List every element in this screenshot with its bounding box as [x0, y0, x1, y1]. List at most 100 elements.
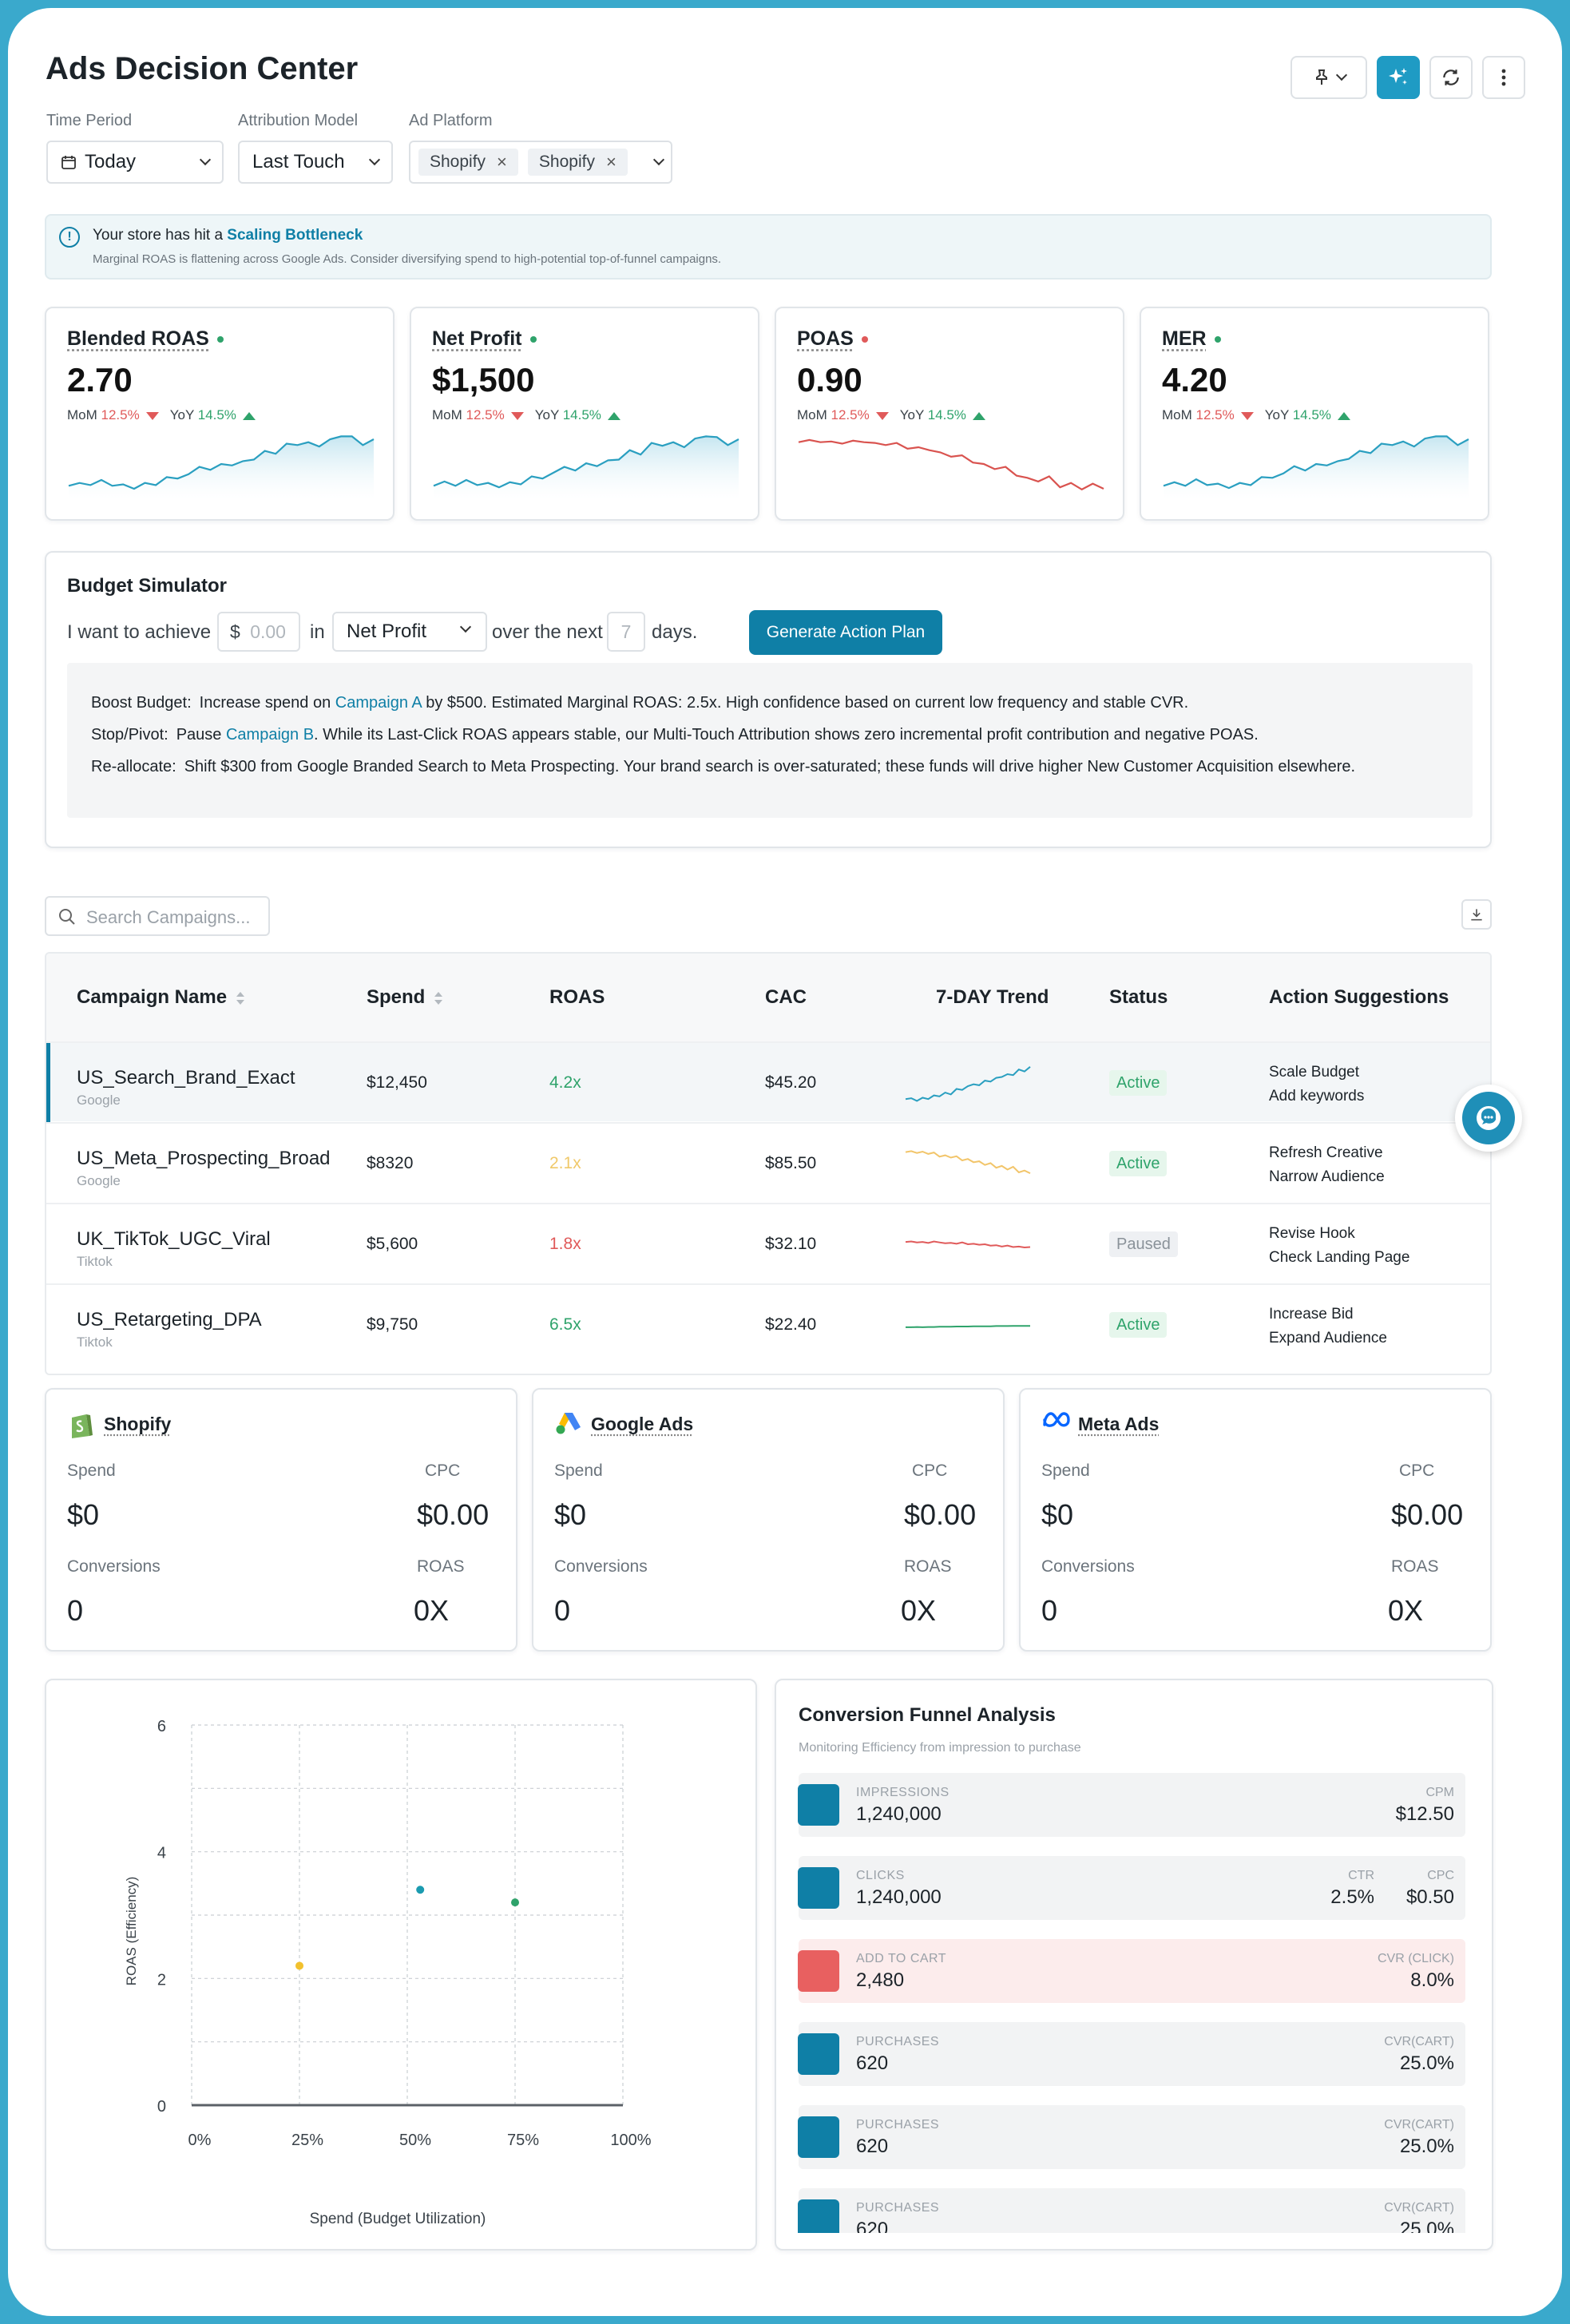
funnel-row[interactable]: PURCHASES 620 CVR(CART) 25.0% [798, 2188, 1465, 2233]
kpi-card[interactable]: POAS 0.90 MoM 12.5% YoY 14.5% [775, 307, 1124, 521]
scatter-point[interactable] [295, 1961, 303, 1970]
campaign-spend: $9,750 [367, 1315, 418, 1334]
funnel-stage-label: PURCHASES [856, 2118, 940, 2132]
suggestion-item[interactable]: Narrow Audience [1269, 1168, 1385, 1185]
funnel-stage-swatch [798, 2199, 839, 2233]
conversions-value: 0 [67, 1594, 84, 1627]
kpi-delta: MoM 12.5% YoY 14.5% [1162, 407, 1350, 423]
kpi-card[interactable]: MER 4.20 MoM 12.5% YoY 14.5% [1140, 307, 1489, 521]
kpi-sparkline [798, 438, 1104, 491]
funnel-stage-swatch [798, 1867, 839, 1909]
chevron-down-icon [368, 153, 381, 166]
suggestion-item[interactable]: Add keywords [1269, 1088, 1365, 1104]
campaign-name[interactable]: US_Meta_Prospecting_Broad [77, 1148, 331, 1169]
conversion-funnel-card: Conversion Funnel Analysis Monitoring Ef… [775, 1679, 1493, 2251]
suggestion-item[interactable]: Check Landing Page [1269, 1249, 1410, 1266]
funnel-row[interactable]: IMPRESSIONS 1,240,000 CPM $12.50 [798, 1773, 1465, 1837]
platform-chip[interactable]: Shopify × [418, 149, 518, 176]
mom-label: MoM [432, 407, 462, 422]
table-row[interactable]: US_Retargeting_DPA Tiktok $9,750 6.5x $22.40… [46, 1283, 1490, 1363]
campaign-name[interactable]: US_Retargeting_DPA [77, 1309, 262, 1331]
funnel-row[interactable]: ADD TO CART 2,480 CVR (CLICK) 8.0% [798, 1939, 1465, 2003]
campaign-link[interactable]: Campaign A [335, 694, 422, 712]
platform-name[interactable]: Shopify [104, 1414, 172, 1434]
y-tick-label: 6 [157, 1718, 166, 1735]
funnel-row[interactable]: PURCHASES 620 CVR(CART) 25.0% [798, 2105, 1465, 2169]
table-row[interactable]: US_Meta_Prospecting_Broad Google $8320 2.1x… [46, 1122, 1490, 1202]
chat-assistant-button[interactable] [1455, 1085, 1522, 1152]
x-tick-label: 100% [610, 2132, 651, 2149]
roas-scatter-chart: 0% 25% 50% 75% 100% 0 2 4 6 Spend (Budget Utiliza… [124, 1718, 652, 2227]
spend-value: $0 [554, 1498, 587, 1531]
conversions-value: 0 [554, 1594, 571, 1627]
ai-assist-button[interactable] [1377, 56, 1420, 99]
x-tick-label: 50% [399, 2132, 431, 2149]
table-row[interactable]: US_Search_Brand_Exact Google $12,450 4.2x $4… [46, 1041, 1490, 1123]
goal-days-input[interactable]: 7 [607, 612, 645, 652]
col-campaign-name[interactable]: Campaign Name [77, 954, 245, 1041]
suggestion-item[interactable]: Expand Audience [1269, 1330, 1387, 1346]
campaign-link[interactable]: Campaign B [225, 726, 315, 744]
meta-icon [1041, 1410, 1072, 1434]
generate-action-plan-button[interactable]: Generate Action Plan [749, 610, 942, 655]
suggestion-item[interactable]: Increase Bid [1269, 1306, 1354, 1323]
close-icon[interactable]: × [605, 152, 617, 172]
more-options-button[interactable] [1482, 56, 1525, 99]
platform-card: Shopify Spend CPC $0 $0.00 Conversions ROAS 0 0X [45, 1388, 517, 1652]
kpi-card[interactable]: Blended ROAS 2.70 MoM 12.5% YoY 14.5% [45, 307, 394, 521]
attribution-select[interactable]: Last Touch [238, 141, 393, 184]
status-dot [1214, 336, 1221, 343]
platform-name[interactable]: Google Ads [591, 1414, 694, 1434]
trend-down-icon [875, 411, 889, 420]
roas-label: ROAS [1391, 1557, 1439, 1576]
action-plan-text: by $500. Estimated Marginal ROAS: 2.5x. … [421, 694, 1189, 712]
trend-up-icon [1337, 411, 1350, 420]
time-period-select[interactable]: Today [46, 141, 224, 184]
funnel-stage-value: 1,240,000 [856, 1803, 942, 1825]
suggestion-item[interactable]: Revise Hook [1269, 1225, 1355, 1242]
funnel-row[interactable]: PURCHASES 620 CVR(CART) 25.0% [798, 2022, 1465, 2086]
table-header: Campaign Name Spend ROAS CAC 7-DAY Trend… [46, 954, 1490, 1041]
campaign-platform: Tiktok [77, 1254, 113, 1269]
platform-chip[interactable]: Shopify × [527, 149, 628, 176]
kpi-title: POAS [797, 327, 868, 351]
goal-metric-select[interactable]: Net Profit [332, 612, 487, 652]
ad-platform-select[interactable]: Shopify × Shopify × [409, 141, 672, 184]
campaign-cac: $85.50 [765, 1154, 817, 1172]
kpi-card[interactable]: Net Profit $1,500 MoM 12.5% YoY 14.5% [410, 307, 759, 521]
goal-amount-input[interactable]: $ 0.00 [217, 612, 300, 652]
app-frame: Ads Decision Center Time Period Today At… [8, 8, 1562, 2316]
roas-value: 0X [1388, 1594, 1424, 1627]
status-badge: Active [1109, 1312, 1168, 1338]
shopify-icon [67, 1410, 94, 1443]
suggestion-item[interactable]: Refresh Creative [1269, 1144, 1383, 1161]
funnel-metric-value: 25.0% [1399, 2219, 1454, 2233]
scatter-point[interactable] [511, 1898, 519, 1907]
table-row[interactable]: UK_TikTok_UGC_Viral Tiktok $5,600 1.8x $32.1… [46, 1203, 1490, 1283]
campaign-search-input[interactable]: Search Campaigns... [45, 896, 270, 936]
platform-name[interactable]: Meta Ads [1078, 1414, 1160, 1434]
scatter-point[interactable] [416, 1886, 425, 1894]
funnel-stage-value: 1,240,000 [856, 1886, 942, 1908]
download-button[interactable] [1461, 899, 1492, 930]
campaign-name[interactable]: UK_TikTok_UGC_Viral [77, 1228, 271, 1250]
alert-link[interactable]: Scaling Bottleneck [227, 227, 363, 244]
status-dot [861, 336, 868, 343]
campaign-table: Campaign Name Spend ROAS CAC 7-DAY Trend… [45, 952, 1492, 1375]
yoy-value: 14.5% [1292, 407, 1331, 422]
funnel-stage-label: ADD TO CART [856, 1952, 947, 1965]
info-icon: ! [59, 227, 80, 248]
close-icon[interactable]: × [497, 152, 507, 172]
funnel-row[interactable]: CLICKS 1,240,000 CTR 2.5% CPC $0.50 [798, 1856, 1465, 1920]
suggestion-item[interactable]: Scale Budget [1269, 1064, 1360, 1081]
col-spend[interactable]: Spend [367, 954, 443, 1041]
kpi-sparkline [1163, 435, 1469, 500]
refresh-button[interactable] [1429, 56, 1473, 99]
campaign-name[interactable]: US_Search_Brand_Exact [77, 1067, 295, 1089]
pin-menu-button[interactable] [1290, 56, 1367, 99]
kpi-sparkline [433, 435, 739, 500]
goal-in-label: in [310, 621, 325, 643]
y-axis-label: ROAS (Efficiency) [124, 1877, 139, 1986]
cpc-label: CPC [912, 1461, 948, 1480]
campaign-roas: 6.5x [549, 1315, 581, 1334]
